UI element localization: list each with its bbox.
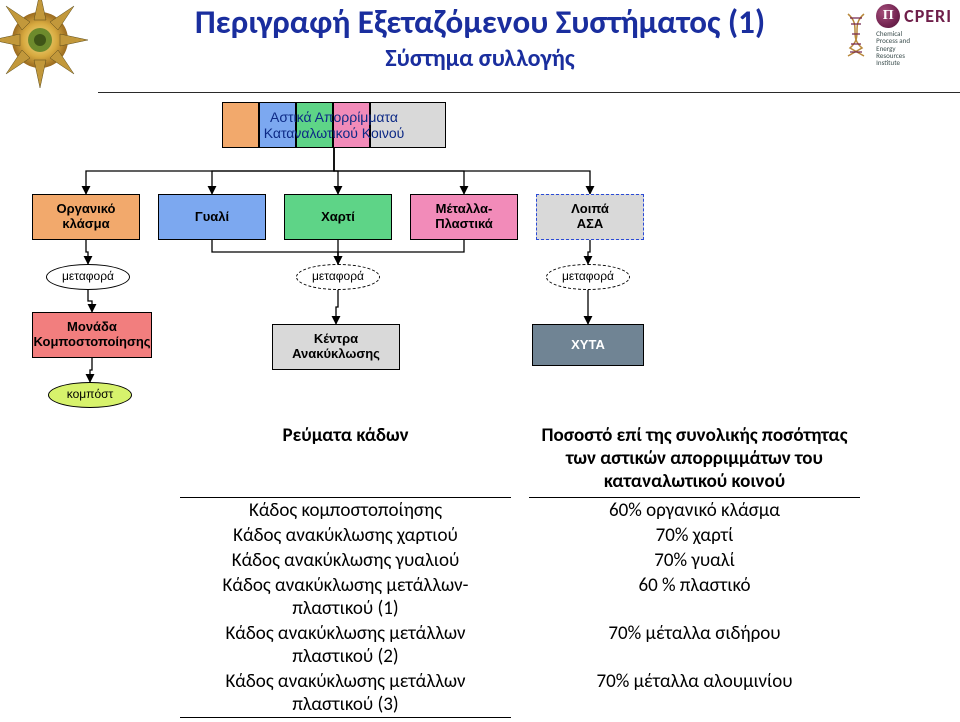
table-row-right: 60% οργανικό κλάσμα (529, 498, 860, 523)
table-row-left: Κάδος ανακύκλωσης μετάλλων πλαστικού (3) (180, 669, 511, 718)
diagram-node-xyta: ΧΥΤΑ (532, 324, 644, 366)
flow-diagram: Αστικά Απορρίμματα Καταναλωτικού Κοινού Ο… (32, 102, 712, 422)
diagram-node-t3: μεταφορά (546, 264, 630, 290)
table-row-left: Κάδος ανακύκλωσης μετάλλων-πλαστικού (1) (180, 573, 511, 621)
streams-table: Ρεύματα κάδων Ποσοστό επί της συνολικής … (180, 422, 860, 718)
table-row-left: Κάδος κομποστοποίησης (180, 498, 511, 523)
diagram-node-recyc: Κέντρα Ανακύκλωσης (272, 324, 400, 370)
title-rule (98, 92, 960, 93)
diagram-source-label: Αστικά Απορρίμματα Καταναλωτικού Κοινού (222, 102, 446, 148)
cperi-tag: Institute (876, 59, 952, 66)
page-title: Περιγραφή Εξεταζόμενου Συστήματος (1) (120, 2, 840, 42)
table-header-left: Ρεύματα κάδων (180, 422, 511, 498)
diagram-node-glass: Γυαλί (158, 194, 266, 240)
diagram-node-t1: μεταφορά (46, 264, 130, 290)
cperi-pi: Π (883, 8, 894, 24)
diagram-node-metals: Μέταλλα- Πλαστικά (410, 194, 518, 240)
diagram-node-compost: κομπόστ (48, 382, 132, 408)
diagram-node-t2: μεταφορά (296, 264, 380, 290)
slide-bullet-art (0, 0, 100, 90)
table-row-right: 70% χαρτί (529, 523, 860, 548)
table-row-left: Κάδος ανακύκλωσης χαρτιού (180, 523, 511, 548)
cperi-logo: Π CPERI Chemical Process and Energy Reso… (842, 4, 952, 67)
diagram-edges (32, 102, 712, 422)
table-row-right: 60 % πλαστικό (529, 573, 860, 621)
table-row-left: Κάδος ανακύκλωσης μετάλλων πλαστικού (2) (180, 621, 511, 669)
diagram-node-compu: Μονάδα Κομποστοποίησης (32, 312, 152, 358)
title-block: Περιγραφή Εξεταζόμενου Συστήματος (1) Σύ… (120, 2, 840, 73)
table-row-right: 70% μέταλλα σιδήρου (529, 621, 860, 669)
diagram-node-paper: Χαρτί (284, 194, 392, 240)
page-subtitle: Σύστημα συλλογής (120, 44, 840, 73)
table-row-right: 70% μέταλλα αλουμινίου (529, 669, 860, 718)
table-row-left: Κάδος ανακύκλωσης γυαλιού (180, 548, 511, 573)
table-header-right: Ποσοστό επί της συνολικής ποσότητας των … (529, 422, 860, 498)
diagram-node-organic: Οργανικό κλάσμα (32, 194, 140, 240)
cperi-orb-icon: Π (876, 4, 900, 28)
cperi-name: CPERI (904, 5, 952, 27)
dna-icon (842, 12, 870, 58)
table-row-right: 70% γυαλί (529, 548, 860, 573)
diagram-node-other: Λοιπά ΑΣΑ (536, 194, 644, 240)
